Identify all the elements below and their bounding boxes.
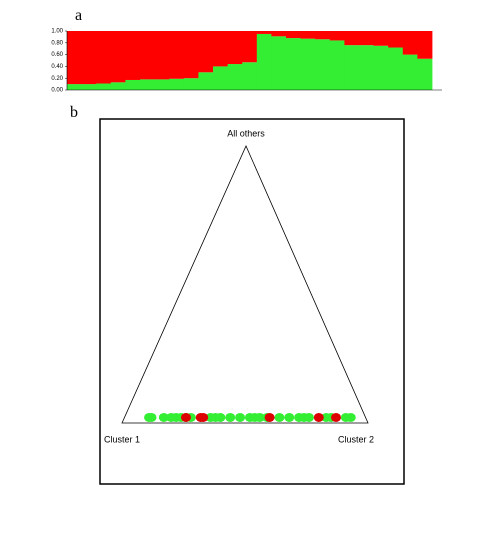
bar-segment bbox=[256, 31, 272, 34]
bar-segment bbox=[271, 31, 287, 37]
point bbox=[146, 412, 157, 422]
vertex-label: All others bbox=[227, 128, 265, 138]
point bbox=[284, 412, 295, 422]
panel-label: b bbox=[70, 104, 78, 121]
bar-segment bbox=[169, 31, 185, 79]
bar-segment bbox=[402, 31, 418, 55]
point bbox=[303, 412, 314, 422]
bar-segment bbox=[271, 36, 287, 90]
bar-segment bbox=[417, 58, 433, 90]
vertex-label: Cluster 2 bbox=[338, 434, 374, 444]
bar-segment bbox=[242, 62, 258, 90]
point bbox=[158, 412, 169, 422]
vertex-label: Cluster 1 bbox=[104, 434, 140, 444]
y-tick-label: 0.80 bbox=[51, 40, 63, 46]
bar-segment bbox=[227, 31, 243, 65]
bar-segment bbox=[373, 31, 389, 46]
bar-segment bbox=[213, 31, 228, 67]
bar-segment bbox=[67, 84, 82, 90]
bar-segment bbox=[96, 31, 112, 84]
bar-segment bbox=[373, 45, 389, 90]
point bbox=[331, 412, 342, 422]
triangle bbox=[121, 145, 369, 424]
y-tick-label: 0.20 bbox=[51, 76, 63, 82]
y-tick-label: 0.40 bbox=[51, 64, 63, 70]
y-tick-label: 1.00 bbox=[51, 29, 63, 35]
bar-segment bbox=[256, 33, 272, 90]
bar-segment bbox=[213, 66, 228, 90]
bar-segment bbox=[110, 31, 126, 83]
bar-segment bbox=[81, 84, 97, 90]
bar-segment bbox=[388, 31, 404, 48]
bar-segment bbox=[242, 31, 258, 63]
bar-segment bbox=[300, 31, 316, 39]
bar-segment bbox=[417, 31, 433, 59]
bar-segment bbox=[315, 31, 331, 40]
bar-segment bbox=[344, 45, 360, 90]
y-tick-label: 0.60 bbox=[51, 52, 63, 58]
bar-segment bbox=[183, 31, 199, 79]
point bbox=[235, 412, 246, 422]
bar-segment bbox=[140, 79, 155, 90]
bar-segment bbox=[183, 78, 199, 90]
bar-segment bbox=[286, 31, 301, 39]
point bbox=[180, 412, 191, 422]
bar-segment bbox=[96, 83, 112, 90]
bar-segment bbox=[227, 64, 243, 90]
bar-segment bbox=[198, 31, 214, 73]
bar-segment bbox=[154, 31, 170, 80]
bar-segment bbox=[344, 31, 360, 46]
bar-segment bbox=[286, 38, 301, 90]
point bbox=[264, 412, 275, 422]
point bbox=[254, 412, 265, 422]
bar-segment bbox=[329, 31, 345, 41]
point bbox=[345, 412, 356, 422]
panel-label: a bbox=[75, 7, 82, 24]
bar-segment bbox=[315, 39, 331, 90]
bar-segment bbox=[300, 38, 316, 90]
point bbox=[198, 412, 209, 422]
bar-segment bbox=[154, 79, 170, 90]
bar-segment bbox=[67, 31, 82, 85]
point bbox=[274, 412, 285, 422]
bar-segment bbox=[329, 40, 345, 90]
bar-segment bbox=[125, 31, 141, 80]
bar-segment bbox=[402, 54, 418, 90]
bar-segment bbox=[359, 45, 374, 90]
point bbox=[215, 412, 226, 422]
bar-segment bbox=[81, 31, 97, 85]
y-tick-label: 0.00 bbox=[51, 88, 63, 94]
bar-segment bbox=[388, 47, 404, 90]
panel-frame bbox=[99, 118, 405, 485]
bar-segment bbox=[169, 78, 185, 90]
bar-segment bbox=[110, 82, 126, 90]
bar-segment bbox=[198, 72, 214, 90]
bar-segment bbox=[140, 31, 155, 80]
bar-segment bbox=[359, 31, 374, 46]
point bbox=[313, 412, 324, 422]
point bbox=[225, 412, 236, 422]
bar-segment bbox=[125, 79, 141, 90]
